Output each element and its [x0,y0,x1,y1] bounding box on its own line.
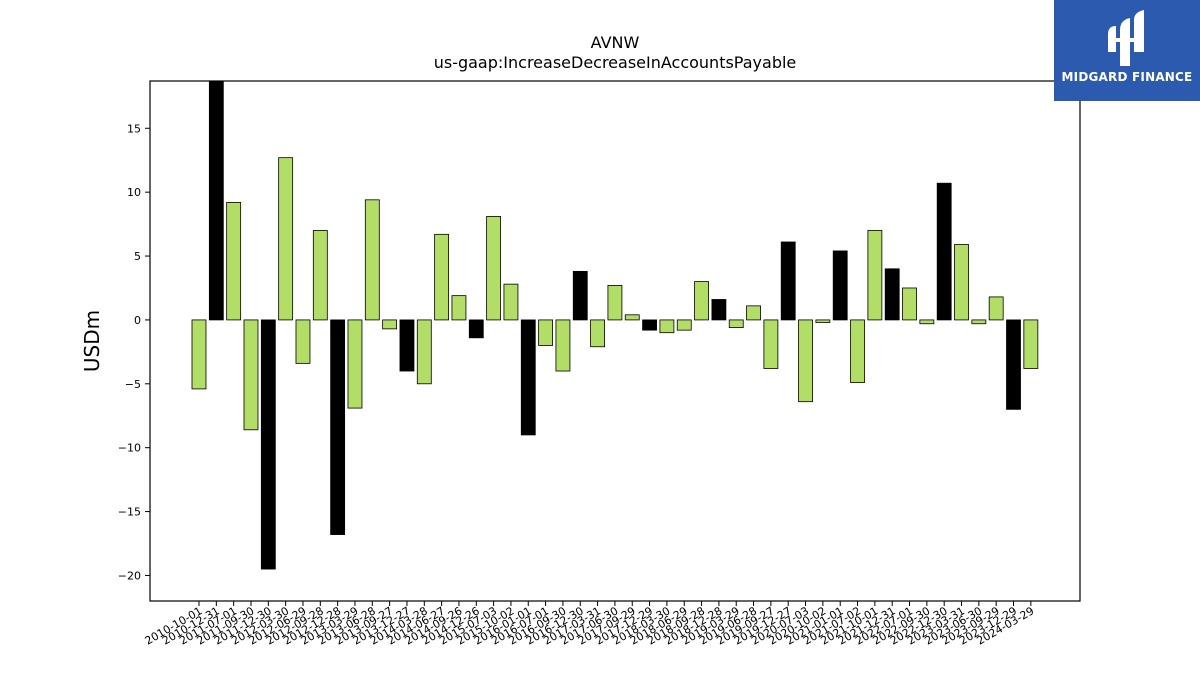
midgard-finance-logo: MIDGARD FINANCE [1054,0,1200,101]
bar-2022-12-30 [936,182,952,321]
bar-2014-06-27 [434,233,450,321]
y-tick-label: 0 [134,314,141,327]
bar-2012-06-29 [295,319,311,364]
bar-2018-09-28 [694,281,709,321]
bar-2015-07-03 [486,216,502,321]
bar-2017-03-31 [590,319,605,348]
bar-2013-12-27 [399,319,415,372]
y-axis: −20 −15 −10 −5 0 5 10 15 [118,122,150,582]
y-tick-label: 10 [127,186,141,199]
bar-2021-10-01 [867,230,883,321]
bar-2018-06-29 [676,319,692,331]
bar-2016-01-01 [520,319,536,436]
bar-2013-09-27 [382,319,398,330]
y-tick-label: −10 [118,442,141,455]
chart-title: AVNW [591,33,640,52]
bar-2021-12-31 [884,268,900,321]
bars-group [191,80,1039,570]
bar-2016-12-30 [572,270,588,321]
bar-2012-09-28 [312,230,328,321]
bar-2012-03-30 [278,157,294,321]
bar-2017-06-30 [607,285,623,321]
bar-2013-03-29 [347,319,363,409]
bar-2011-09-30 [243,319,259,431]
bar-2023-12-29 [1006,319,1021,410]
bar-2019-06-28 [746,305,761,321]
bar-2022-07-01 [902,287,917,321]
bar-2011-07-01 [226,201,242,321]
bar-2016-09-30 [555,319,571,372]
y-tick-label: −5 [125,378,141,391]
bar-2021-07-02 [850,319,865,383]
bar-2018-03-30 [659,319,675,334]
y-tick-label: 5 [134,250,141,263]
bar-2019-12-27 [780,241,796,321]
x-axis: 2010-10-012010-12-312011-07-012011-09-30… [143,601,1036,648]
bar-2015-10-02 [503,283,519,321]
bar-2011-12-30 [260,319,276,570]
y-axis-label: USDm [80,310,104,372]
bar-2020-10-02 [815,319,831,323]
y-tick-label: 15 [127,122,141,135]
bar-2017-12-29 [642,319,657,331]
y-tick-label: −15 [118,506,141,519]
bar-2013-06-28 [364,199,380,321]
bar-2014-12-26 [468,319,484,339]
bar-2010-10-01 [191,319,207,390]
logo-mark-icon [1108,10,1144,66]
bar-2024-03-29 [1023,319,1039,369]
bar-2018-12-28 [711,299,727,321]
bar-2017-09-29 [624,314,640,321]
bar-2010-12-31 [208,80,224,321]
bar-2014-09-26 [451,295,467,321]
chart-subtitle: us-gaap:IncreaseDecreaseInAccountsPayabl… [434,53,797,72]
bar-2022-09-30 [919,319,935,325]
bar-2023-06-30 [971,319,987,325]
bar-2019-09-27 [763,319,779,369]
bar-2019-03-29 [728,319,744,328]
bar-2012-12-28 [330,319,346,535]
bar-2021-01-01 [832,250,848,321]
logo-text: MIDGARD FINANCE [1061,70,1193,84]
bar-2023-03-31 [954,244,969,321]
bar-2023-09-29 [988,296,1004,321]
bar-2014-03-28 [416,319,432,385]
bar-2016-07-01 [538,319,553,346]
bar-2020-07-03 [798,319,813,403]
y-tick-label: −20 [118,569,141,582]
